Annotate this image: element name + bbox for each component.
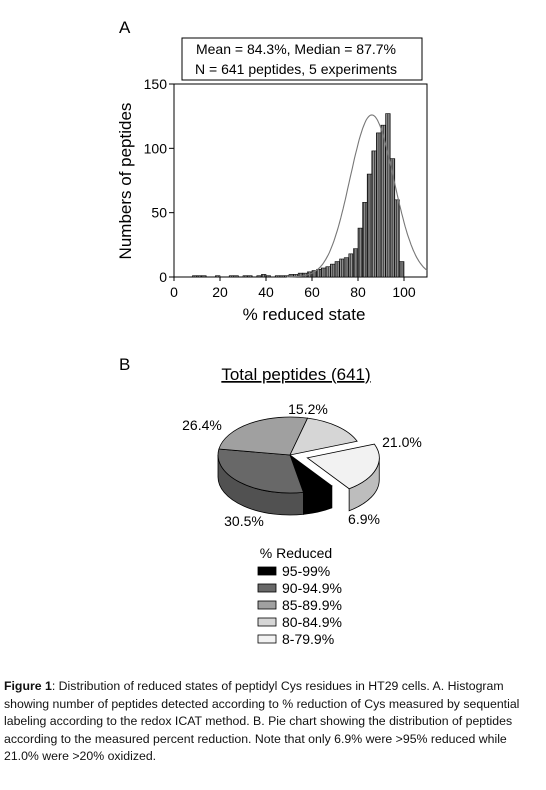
histogram-bar: [380, 124, 386, 278]
histogram-bar: [242, 275, 248, 278]
histogram-bar: [330, 263, 336, 278]
histogram-bar: [353, 248, 359, 278]
y-tick-label: 50: [151, 205, 167, 221]
y-tick-label: 100: [144, 140, 168, 156]
y-axis-label: Numbers of peptides: [116, 103, 135, 260]
legend-swatch: [257, 634, 277, 644]
histogram-bar: [279, 275, 285, 278]
histogram-bar: [362, 202, 368, 278]
x-axis-label: % reduced state: [243, 305, 366, 324]
x-tick-label: 80: [350, 284, 366, 300]
histogram-bar: [343, 257, 350, 278]
pie-title: Total peptides (641): [221, 365, 370, 384]
x-tick-label: 0: [170, 284, 178, 300]
histogram-bar: [389, 158, 396, 278]
histogram-bar: [196, 275, 202, 278]
legend-label: 90-94.9%: [282, 580, 342, 596]
pie-slice: [218, 416, 309, 456]
legend-swatch: [257, 566, 277, 576]
histogram-bar: [357, 227, 363, 278]
histogram-bar: [256, 275, 262, 278]
pie-slice-label: 21.0%: [382, 434, 422, 450]
histogram-bar: [348, 253, 354, 278]
x-tick-label: 40: [258, 284, 274, 300]
legend-label: 8-79.9%: [282, 631, 334, 647]
histogram-bar: [261, 274, 267, 278]
histogram-bar: [366, 173, 373, 278]
y-tick-label: 0: [159, 269, 167, 285]
pie-chart: 6.9% 30.5% 26.4% 15.2% 21.0%: [182, 401, 422, 529]
panel-a-label: A: [119, 18, 131, 37]
legend-swatch: [257, 600, 277, 610]
pie-slice: [217, 448, 304, 494]
histogram-bar: [201, 275, 207, 278]
histogram-bar: [320, 267, 327, 278]
legend-swatch: [257, 583, 277, 593]
pie-slice-label: 6.9%: [348, 511, 380, 527]
pie-slice: [289, 417, 358, 456]
histogram-bar: [228, 275, 235, 278]
legend-label: 95-99%: [282, 563, 330, 579]
histogram-bar: [339, 258, 345, 278]
histogram-bar: [325, 266, 331, 278]
histogram-bar: [233, 275, 239, 278]
histogram-bar: [247, 275, 253, 278]
histogram-bar: [192, 275, 198, 278]
stats-annotation-n: N = 641 peptides, 5 experiments: [195, 61, 397, 77]
pie-legend: 95-99%90-94.9%85-89.9%80-84.9%8-79.9%: [257, 563, 342, 647]
figure-caption: Figure 1: Distribution of reduced states…: [4, 678, 544, 766]
histogram-bar: [334, 261, 340, 278]
caption-label: Figure 1: [4, 679, 52, 693]
pie-slice-label: 15.2%: [288, 401, 328, 417]
histogram-bar: [376, 132, 382, 278]
stats-annotation-mean-median: Mean = 84.3%, Median = 87.7%: [196, 41, 396, 57]
caption-text: : Distribution of reduced states of pept…: [4, 679, 520, 763]
legend-title: % Reduced: [260, 545, 332, 561]
legend-swatch: [257, 617, 277, 627]
x-tick-label: 20: [212, 284, 228, 300]
panel-b-label: B: [119, 355, 130, 374]
pie-slice-label: 30.5%: [224, 513, 264, 529]
histogram-bar: [265, 275, 271, 278]
pie-slice-label: 26.4%: [182, 417, 222, 433]
fitted-normal-curve: [286, 114, 428, 278]
histogram-bar: [394, 199, 400, 278]
histogram-bar: [385, 113, 391, 278]
pie-slice: [306, 443, 380, 490]
histogram-bar: [399, 261, 405, 278]
histogram-bar: [371, 150, 377, 278]
y-tick-label: 150: [144, 76, 168, 92]
histogram-chart: 0 20 40 60 80 100 0 50 100 150: [144, 37, 428, 300]
stats-annotation-box: [181, 37, 423, 81]
legend-label: 80-84.9%: [282, 614, 342, 630]
histogram-bar: [215, 275, 221, 278]
x-tick-label: 100: [392, 284, 416, 300]
legend-label: 85-89.9%: [282, 597, 342, 613]
x-tick-label: 60: [304, 284, 320, 300]
histogram-bar: [274, 275, 281, 278]
figure: A 0 20 40 60 80 100 0 50 100 150 Mean = 84.3%, Me…: [116, 18, 428, 647]
